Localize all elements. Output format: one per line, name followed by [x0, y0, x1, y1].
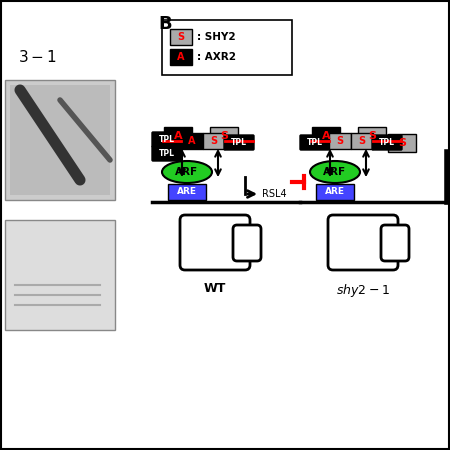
- FancyBboxPatch shape: [233, 225, 261, 261]
- Text: : AXR2: : AXR2: [197, 52, 236, 62]
- Bar: [388, 134, 416, 152]
- Bar: [316, 184, 354, 200]
- Bar: [358, 127, 386, 145]
- Text: A: A: [174, 131, 182, 141]
- FancyBboxPatch shape: [162, 20, 292, 75]
- FancyBboxPatch shape: [152, 146, 182, 161]
- Bar: [329, 133, 351, 149]
- Bar: [170, 49, 192, 65]
- Text: A: A: [322, 131, 330, 141]
- Bar: [181, 133, 203, 149]
- Text: WT: WT: [204, 282, 226, 295]
- Text: B: B: [158, 15, 171, 33]
- Text: TPL: TPL: [159, 149, 175, 158]
- Bar: [203, 133, 225, 149]
- Text: A: A: [177, 52, 185, 62]
- Text: TPL: TPL: [159, 135, 175, 144]
- Text: ARE: ARE: [325, 188, 345, 197]
- Text: ARF: ARF: [176, 167, 198, 177]
- Text: TPL: TPL: [379, 138, 395, 147]
- Bar: [10, 85, 110, 195]
- Text: TPL: TPL: [231, 138, 247, 147]
- Text: S: S: [220, 131, 228, 141]
- FancyBboxPatch shape: [372, 135, 402, 150]
- Text: S: S: [368, 131, 376, 141]
- FancyBboxPatch shape: [152, 132, 182, 147]
- Text: ARF: ARF: [324, 167, 347, 177]
- Bar: [351, 133, 373, 149]
- Text: TPL: TPL: [307, 138, 323, 147]
- Text: S: S: [359, 136, 365, 146]
- Bar: [170, 29, 192, 45]
- FancyBboxPatch shape: [300, 135, 330, 150]
- Bar: [5, 80, 115, 200]
- Bar: [5, 220, 115, 330]
- Bar: [210, 127, 238, 145]
- Text: A: A: [188, 136, 196, 146]
- Bar: [164, 127, 192, 145]
- FancyBboxPatch shape: [381, 225, 409, 261]
- Bar: [168, 184, 206, 200]
- Text: $\it{shy2-1}$: $\it{shy2-1}$: [336, 282, 390, 299]
- Text: S: S: [398, 138, 406, 148]
- Ellipse shape: [162, 161, 212, 183]
- Ellipse shape: [310, 161, 360, 183]
- Text: ARE: ARE: [177, 188, 197, 197]
- Text: $\it{3-1}$: $\it{3-1}$: [18, 49, 57, 65]
- FancyBboxPatch shape: [328, 215, 398, 270]
- Bar: [312, 127, 340, 145]
- FancyBboxPatch shape: [224, 135, 254, 150]
- Text: S: S: [177, 32, 184, 42]
- Text: S: S: [337, 136, 343, 146]
- Text: S: S: [211, 136, 217, 146]
- FancyBboxPatch shape: [180, 215, 250, 270]
- Text: RSL4: RSL4: [262, 189, 287, 199]
- Text: : SHY2: : SHY2: [197, 32, 236, 42]
